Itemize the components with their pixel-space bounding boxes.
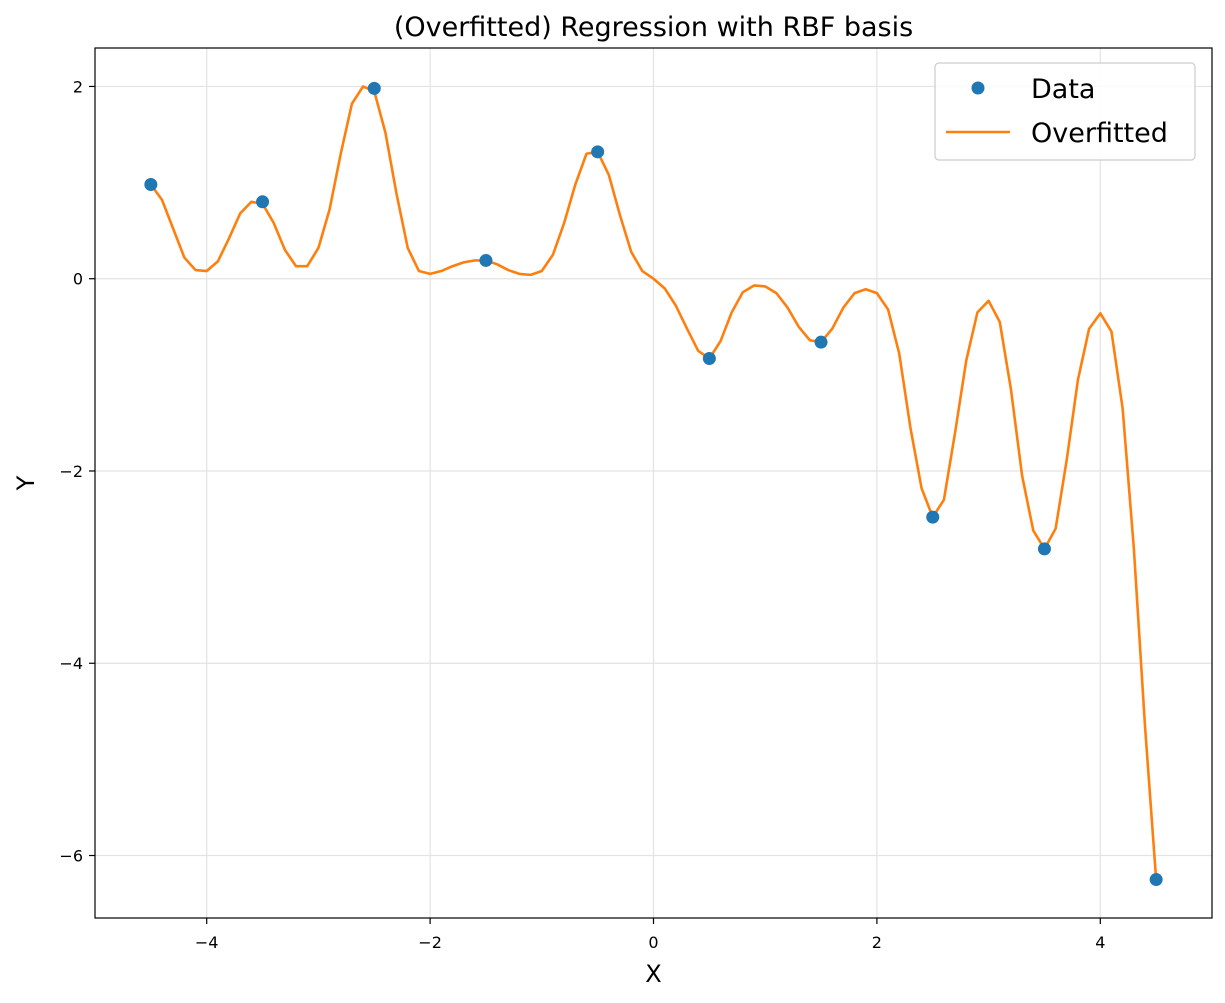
y-axis-label: Y [12, 475, 40, 491]
scatter-layer [144, 81, 1163, 887]
legend-label-data: Data [1031, 74, 1095, 105]
y-tick-label: 0 [73, 270, 83, 289]
x-tick-label: −2 [418, 933, 442, 952]
data-point [926, 510, 940, 524]
x-tick-label: 0 [648, 933, 658, 952]
legend-marker-data [971, 81, 985, 95]
legend-label-overfitted: Overfitted [1031, 118, 1168, 149]
y-tick-label: −2 [59, 462, 83, 481]
series-line-overfitted [149, 85, 1158, 880]
line-layer [149, 85, 1158, 880]
data-point [367, 81, 381, 95]
data-point [256, 195, 270, 209]
data-point [144, 178, 158, 192]
data-point [591, 145, 605, 159]
x-axis-label: X [645, 960, 661, 988]
y-tick-label: −4 [59, 654, 83, 673]
data-point [702, 352, 716, 366]
x-tick-label: 2 [872, 933, 882, 952]
y-tick-label: −6 [59, 847, 83, 866]
ticks: −4 −2 0 2 4 −6 −4 −2 0 2 [59, 77, 1105, 952]
chart-title: (Overfitted) Regression with RBF basis [394, 12, 913, 43]
legend-box [934, 62, 1196, 161]
x-tick-label: −4 [195, 933, 219, 952]
data-point [1037, 542, 1051, 556]
y-tick-label: 2 [73, 77, 83, 96]
data-point [1149, 873, 1163, 887]
x-tick-label: 4 [1095, 933, 1105, 952]
legend: Data Overfitted [934, 62, 1196, 161]
data-point [479, 253, 493, 267]
data-point [814, 335, 828, 349]
